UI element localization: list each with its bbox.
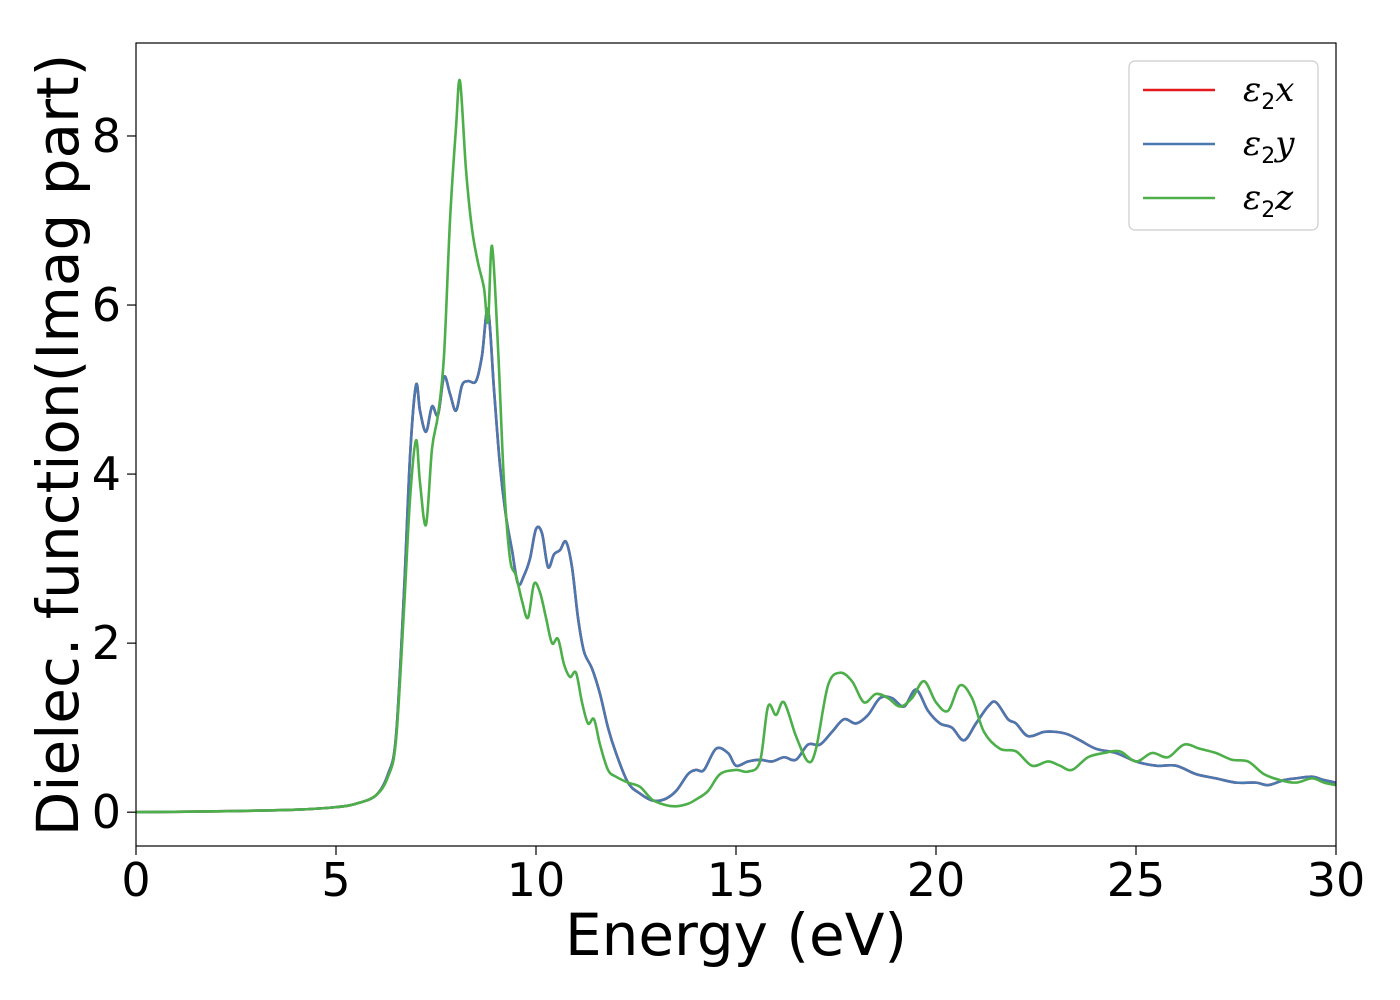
- legend-label-z: ε2z: [1243, 178, 1294, 223]
- y-tick-label: 2: [92, 616, 121, 670]
- series-line-y: [135, 307, 1337, 814]
- y-axis-ticks: 0 2 4 6 8: [92, 109, 136, 839]
- y-tick-label: 6: [92, 278, 121, 332]
- plot-lines: [135, 78, 1337, 814]
- x-tick-label: 30: [1307, 853, 1366, 907]
- y-tick-label: 8: [92, 109, 121, 163]
- legend-label-y: ε2y: [1243, 124, 1295, 169]
- y-tick-label: 4: [92, 447, 121, 501]
- x-axis-label: Energy (eV): [565, 901, 907, 969]
- x-tick-label: 15: [707, 853, 766, 907]
- x-tick-label: 0: [121, 853, 150, 907]
- legend-box: [1128, 60, 1319, 231]
- x-axis-ticks: 0 5 10 15 20 25 30: [121, 846, 1365, 907]
- legend: ε2x ε2y ε2z: [1128, 60, 1319, 231]
- y-axis-label: Dielec. function(Imag part): [24, 54, 92, 837]
- x-tick-label: 25: [1107, 853, 1166, 907]
- legend-entries: ε2x ε2y ε2z: [1143, 70, 1295, 223]
- x-tick-label: 5: [321, 853, 350, 907]
- series-line-z: [135, 78, 1337, 814]
- x-tick-label: 20: [907, 853, 966, 907]
- y-tick-label: 0: [92, 785, 121, 839]
- x-tick-label: 10: [507, 853, 566, 907]
- legend-label-x: ε2x: [1243, 70, 1294, 115]
